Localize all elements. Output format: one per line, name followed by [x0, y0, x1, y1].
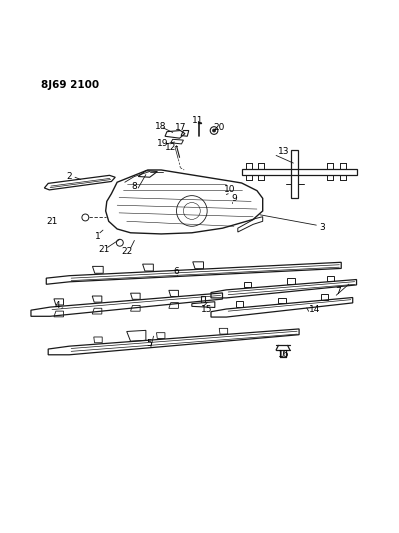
Text: 18: 18: [155, 122, 166, 131]
Text: 5: 5: [146, 340, 152, 349]
Text: 15: 15: [201, 305, 213, 314]
Text: 3: 3: [319, 223, 325, 231]
Text: 20: 20: [213, 123, 224, 132]
Text: 19: 19: [157, 140, 169, 148]
Text: 21: 21: [46, 217, 58, 226]
Text: 7: 7: [335, 287, 341, 296]
Text: 8: 8: [132, 182, 137, 191]
Text: 1: 1: [95, 232, 101, 241]
Text: 9: 9: [231, 194, 237, 203]
Text: 21: 21: [98, 245, 109, 254]
Text: 14: 14: [309, 305, 320, 314]
Text: 13: 13: [278, 147, 290, 156]
Text: 12: 12: [165, 143, 176, 152]
Text: 8J69 2100: 8J69 2100: [41, 80, 99, 90]
Text: 2: 2: [67, 172, 72, 181]
Circle shape: [213, 129, 215, 132]
Text: 16: 16: [278, 350, 290, 359]
Text: 11: 11: [192, 116, 203, 125]
Text: 22: 22: [121, 247, 132, 256]
Text: 6: 6: [174, 267, 180, 276]
Text: 17: 17: [175, 123, 186, 132]
Text: 4: 4: [54, 301, 60, 310]
Text: 10: 10: [224, 185, 236, 195]
